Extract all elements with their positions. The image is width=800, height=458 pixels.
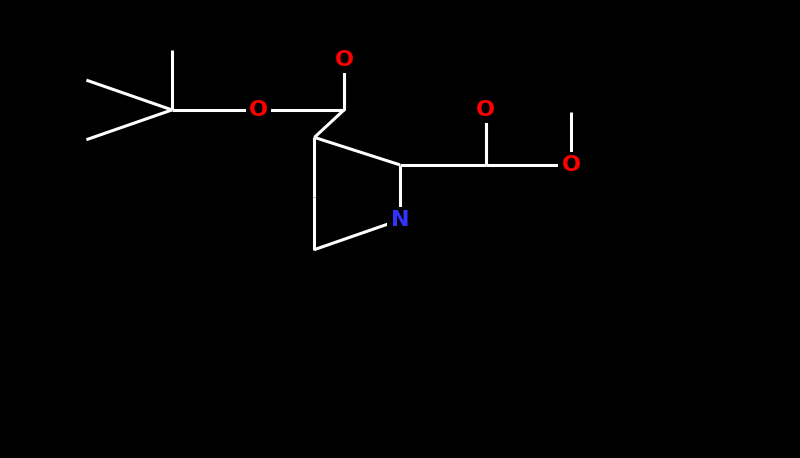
Text: O: O [249, 100, 268, 120]
Text: O: O [334, 49, 354, 70]
Text: N: N [390, 210, 410, 230]
Text: O: O [562, 155, 581, 175]
Text: O: O [476, 100, 495, 120]
